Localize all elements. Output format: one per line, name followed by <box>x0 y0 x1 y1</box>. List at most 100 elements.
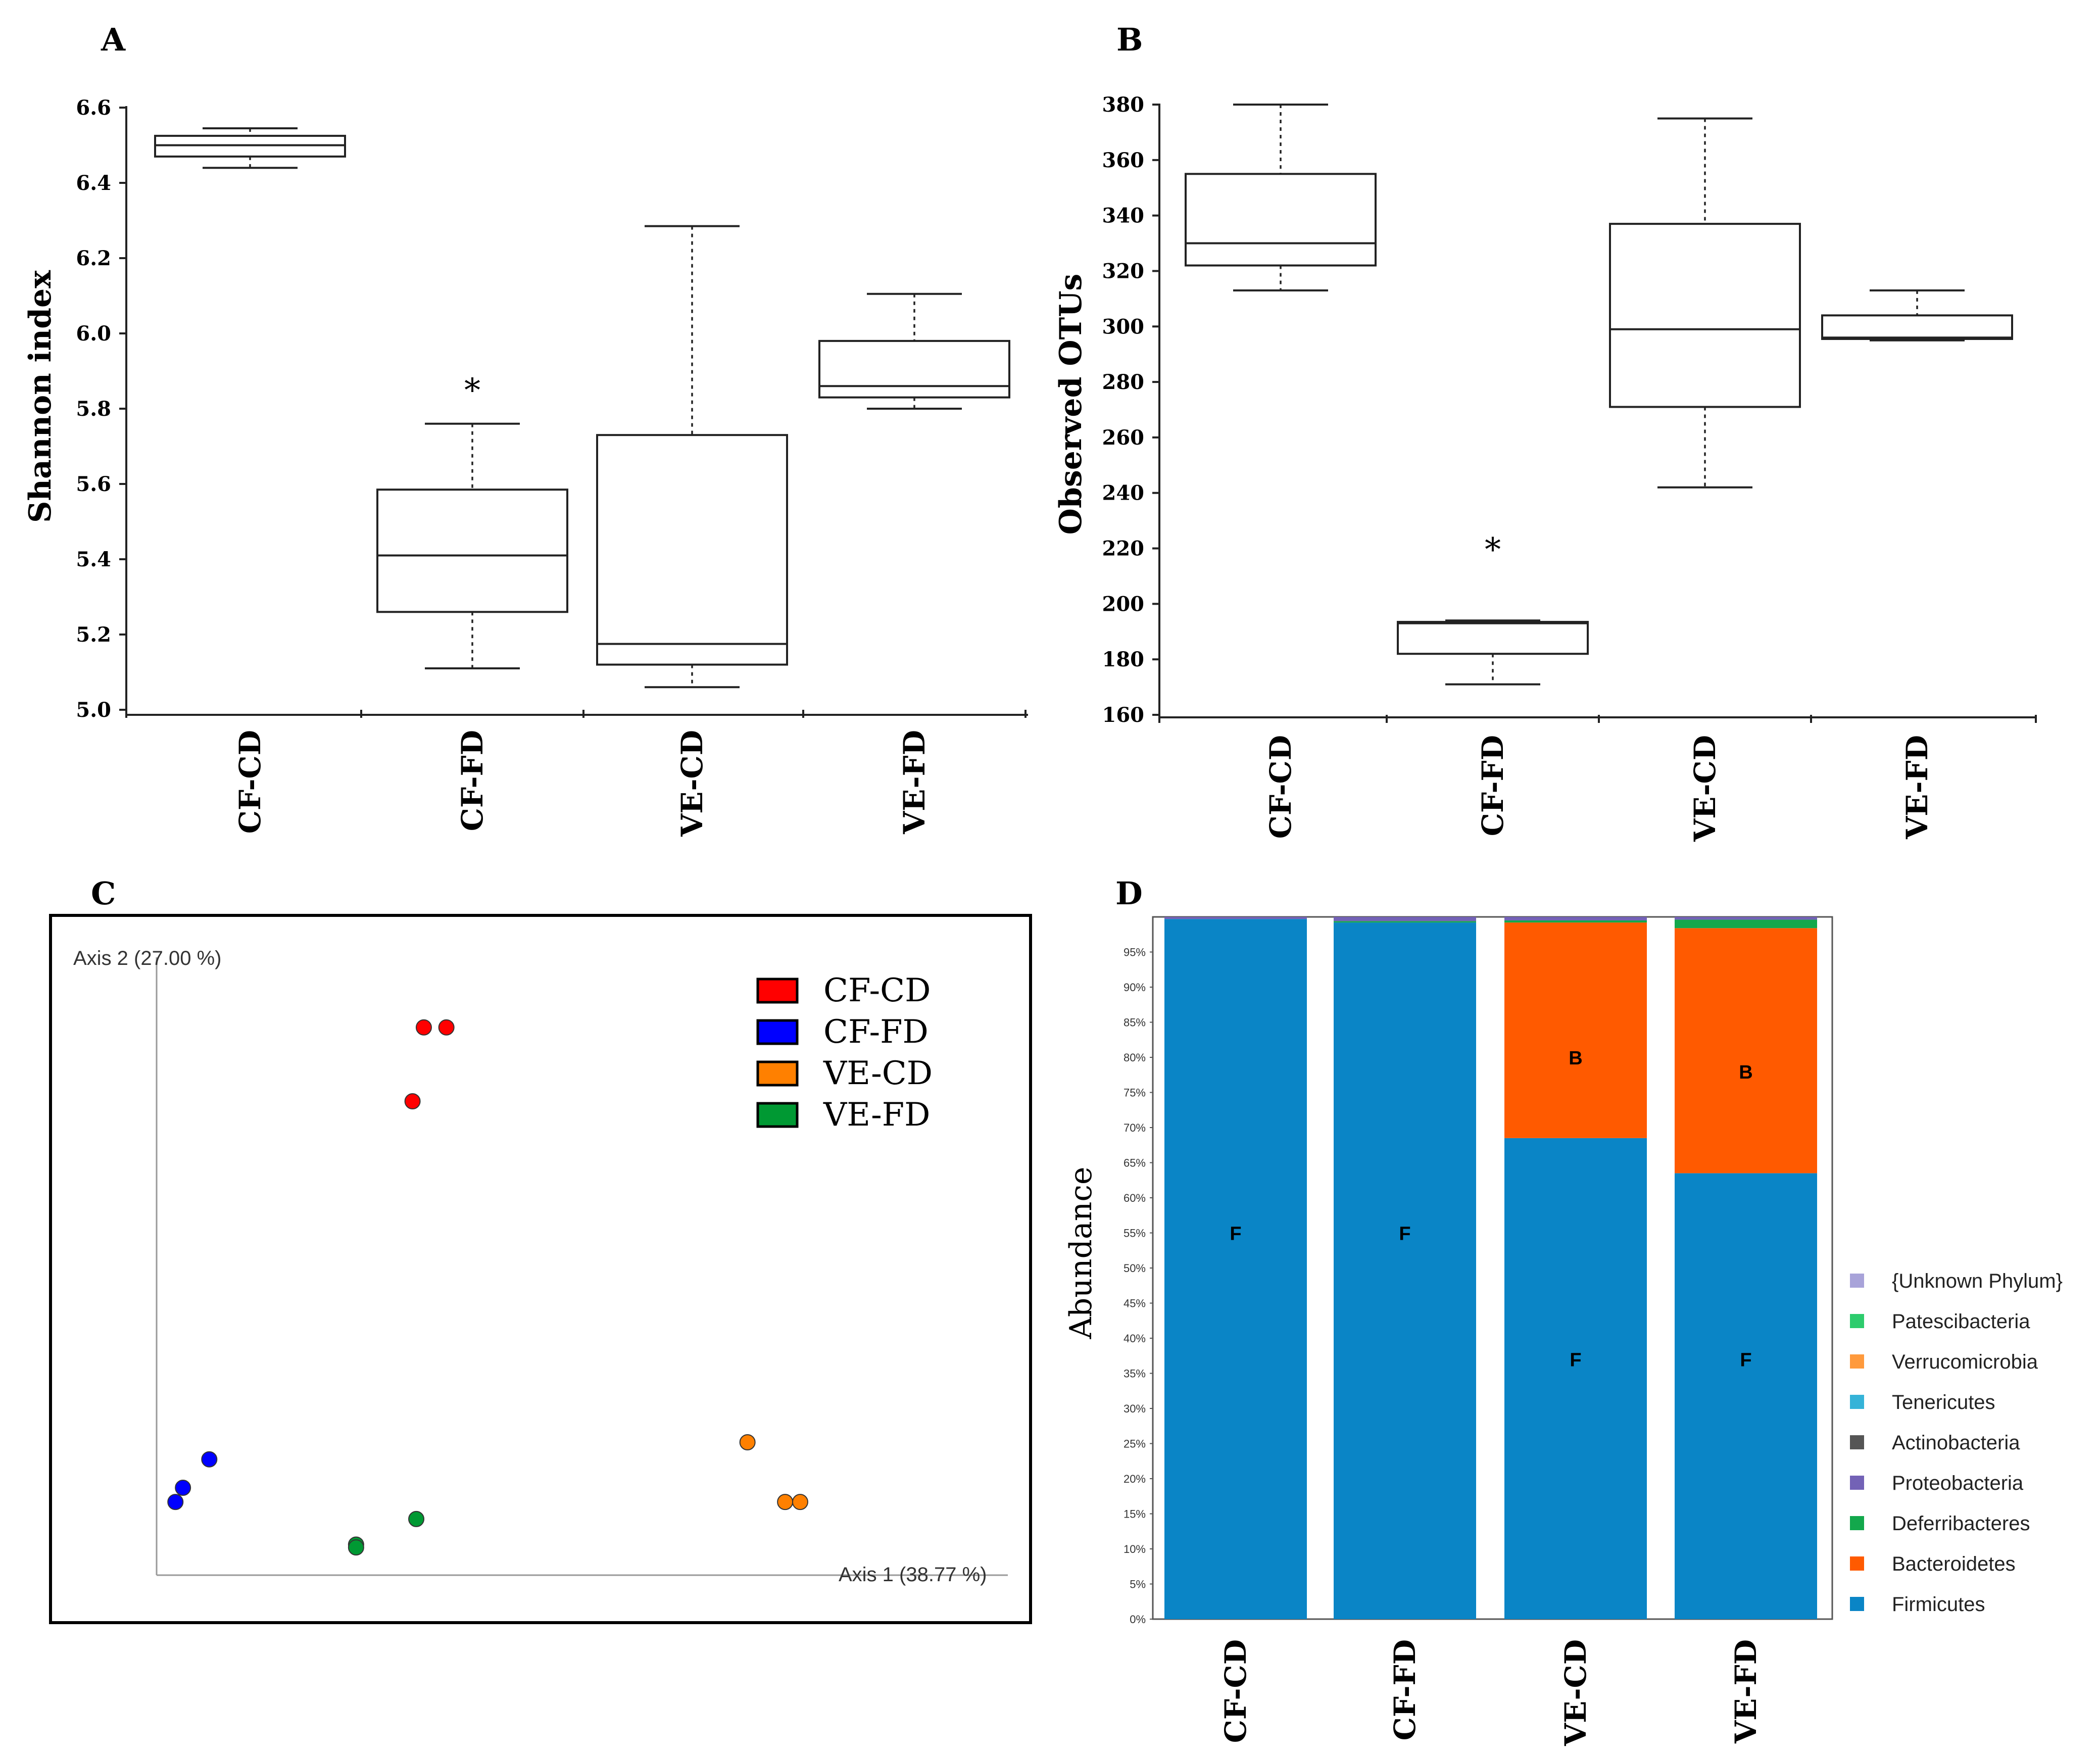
legend-label: Firmicutes <box>1892 1593 1985 1616</box>
panel-d-y-tick-label: 0% <box>1130 1613 1146 1626</box>
b-x-tick-label: CF-FD <box>1476 735 1510 836</box>
scatter-point-ve-fd <box>408 1510 425 1527</box>
b-y-tick-label: 340 <box>1102 204 1145 228</box>
legend-label: Tenericutes <box>1892 1391 1995 1413</box>
panel-d-y-tick-label: 85% <box>1124 1016 1146 1029</box>
bar-segment-firmicutes <box>1334 922 1476 1619</box>
panel-d-y-tick-label: 75% <box>1124 1087 1146 1099</box>
panel-d-y-tick-label: 30% <box>1124 1402 1146 1415</box>
legend-label: Actinobacteria <box>1892 1432 2020 1454</box>
bar-segment-deferribacteres <box>1334 921 1476 923</box>
b-y-tick-label: 300 <box>1102 315 1145 338</box>
bar-label: F <box>1230 1224 1241 1245</box>
bar-label: F <box>1399 1224 1410 1245</box>
b-x-tick-label: CF-CD <box>1263 735 1298 839</box>
panel-label-d: D <box>1115 875 1143 912</box>
panel-c-pcoa-scatter: Axis 2 (27.00 %) Axis 1 (38.77 %) CF-CD C… <box>49 914 1032 1624</box>
a-significance-mark: * <box>464 372 480 409</box>
bar-segment-deferribacteres <box>1504 920 1647 923</box>
b-y-tick-label: 220 <box>1102 537 1145 561</box>
legend-label: Patescibacteria <box>1892 1310 2030 1333</box>
b-y-tick-label: 240 <box>1102 481 1145 505</box>
panel-d-y-tick-label: 65% <box>1124 1157 1146 1169</box>
scatter-point-cf-cd <box>404 1093 421 1109</box>
panel-d-y-tick-label: 80% <box>1124 1051 1146 1064</box>
panel-d-y-tick-label: 45% <box>1124 1297 1146 1310</box>
panel-d-stacked-bar: Abundance 0% 5% 10% 15% 20% 25% 30% 35% 40% 45% 50… <box>1063 916 2063 1746</box>
scatter-point-cf-cd <box>438 1019 455 1036</box>
a-y-tick-label: 5.0 <box>76 698 111 722</box>
panel-d-x-tick-label: CF-CD <box>1218 1639 1253 1743</box>
b-box <box>1609 223 1801 408</box>
legend-label: Bacteroidetes <box>1892 1553 2016 1575</box>
b-box <box>1185 173 1377 267</box>
bar-label: B <box>1739 1062 1752 1083</box>
legend-label-cf-fd: CF-FD <box>823 1013 929 1051</box>
bar-segment-proteobacteria <box>1675 917 1817 920</box>
legend-label: Proteobacteria <box>1892 1472 2024 1494</box>
a-y-tick-label: 6.4 <box>76 171 111 195</box>
bar-label: F <box>1570 1350 1581 1371</box>
b-y-tick-label: 320 <box>1102 259 1145 283</box>
panel-d-y-label: Abundance <box>1063 1167 1099 1340</box>
panel-c-frame <box>49 914 1032 1624</box>
a-y-tick-label: 6.6 <box>76 96 111 120</box>
scatter-point-cf-cd <box>415 1019 432 1036</box>
panel-c-axis-2-label: Axis 2 (27.00 %) <box>73 947 221 969</box>
bar-segment-proteobacteria <box>1334 917 1476 921</box>
b-y-tick-label: 160 <box>1102 703 1145 727</box>
panel-d-y-tick-label: 90% <box>1124 981 1146 994</box>
scatter-point-ve-cd <box>777 1494 794 1510</box>
panel-d-y-tick-label: 95% <box>1124 946 1146 959</box>
legend-swatch-ve-cd <box>756 1060 799 1087</box>
panel-d-x-tick-label: VE-FD <box>1729 1639 1763 1744</box>
a-y-tick-label: 6.0 <box>76 322 111 346</box>
scatter-point-ve-cd <box>792 1494 808 1510</box>
legend-swatch-deferribacteres <box>1850 1516 1864 1530</box>
scatter-point-ve-cd <box>739 1434 756 1450</box>
b-x-tick-label: VE-FD <box>1900 735 1934 840</box>
legend-swatch-bacteroidetes <box>1850 1556 1864 1571</box>
a-x-tick-label: VE-CD <box>675 730 709 837</box>
bar-segment-proteobacteria <box>1504 917 1647 920</box>
panel-d-y-tick-label: 5% <box>1130 1578 1146 1591</box>
b-y-tick-label: 280 <box>1102 370 1145 394</box>
a-box <box>818 339 1010 399</box>
b-y-tick-label: 360 <box>1102 149 1145 172</box>
scatter-point-cf-fd <box>175 1480 191 1496</box>
legend-swatch-firmicutes <box>1850 1597 1864 1611</box>
legend-swatch-patescibacteria <box>1850 1314 1864 1328</box>
bar-segment-bacteroidetes <box>1504 922 1647 1138</box>
bar-segment-firmicutes <box>1164 919 1307 1619</box>
a-box <box>596 434 788 666</box>
a-y-tick-label: 5.4 <box>76 548 111 571</box>
scatter-point-cf-fd <box>167 1494 184 1510</box>
b-y-tick-label: 380 <box>1102 93 1145 117</box>
panel-c-axis-1-label: Axis 1 (38.77 %) <box>839 1564 987 1586</box>
panel-d-y-tick-label: 55% <box>1124 1227 1146 1240</box>
bar-label: B <box>1569 1048 1582 1069</box>
legend-label: Verrucomicrobia <box>1892 1351 2038 1373</box>
panel-b-y-label: Observed OTUs <box>1053 274 1089 535</box>
b-box <box>1821 314 2013 340</box>
legend-label-ve-cd: VE-CD <box>823 1055 933 1092</box>
panel-label-a: A <box>101 21 126 58</box>
legend-swatch-ve-fd <box>756 1102 799 1128</box>
legend-label: {Unknown Phylum} <box>1892 1270 2063 1292</box>
panel-d-y-tick-label: 40% <box>1124 1332 1146 1345</box>
panel-label-c: C <box>91 875 116 912</box>
bar-segment-firmicutes <box>1504 1138 1647 1619</box>
a-x-tick-label: VE-FD <box>897 730 932 835</box>
a-y-tick-label: 5.6 <box>76 472 111 496</box>
legend-swatch-cf-cd <box>756 978 799 1004</box>
panel-d-x-tick-label: VE-CD <box>1558 1639 1593 1746</box>
panel-b-otus-boxplot: Observed OTUs 160 180 200 220 240 260 280 300 32… <box>1053 93 2037 842</box>
panel-d-y-tick-label: 15% <box>1124 1508 1146 1521</box>
panel-d-y-tick-label: 25% <box>1124 1438 1146 1450</box>
b-y-tick-label: 260 <box>1102 426 1145 450</box>
bar-segment-deferribacteres <box>1675 919 1817 929</box>
b-y-tick-label: 180 <box>1102 648 1145 671</box>
panel-d-y-tick-label: 20% <box>1124 1473 1146 1485</box>
bar-segment-bacteroidetes <box>1675 928 1817 1174</box>
